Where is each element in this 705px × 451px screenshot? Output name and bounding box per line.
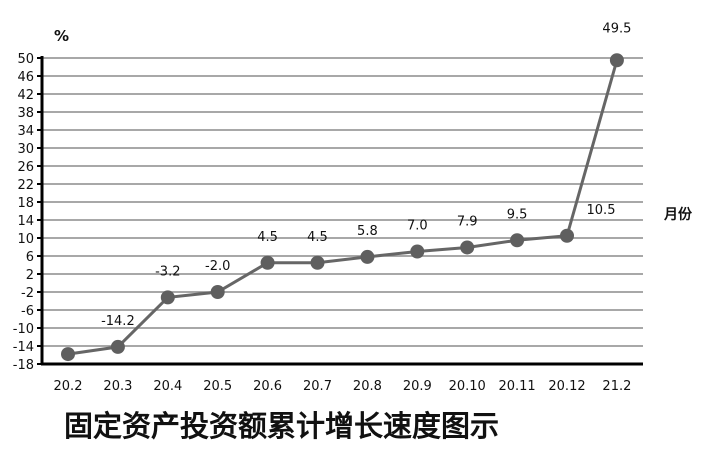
- data-point: [410, 244, 425, 259]
- data-label: 9.5: [507, 207, 528, 222]
- y-tick-label: 30: [17, 142, 34, 157]
- x-tick-label: 20.11: [498, 379, 535, 394]
- x-tick-label: 21.2: [602, 379, 631, 394]
- series-line: [61, 53, 624, 362]
- y-axis-label: %: [54, 27, 69, 45]
- data-label: -14.2: [101, 314, 135, 329]
- y-tick-label: 14: [17, 214, 34, 229]
- data-label: 7.9: [457, 214, 478, 229]
- data-label: 4.5: [257, 230, 278, 245]
- data-point: [310, 255, 325, 270]
- series-polyline: [67, 59, 619, 356]
- x-tick-label: 20.2: [54, 379, 83, 394]
- y-tick-label: -18: [13, 358, 34, 373]
- x-axis-label: 月份: [663, 206, 693, 223]
- y-tick-label: 50: [17, 52, 34, 67]
- x-tick-label: 20.9: [403, 379, 432, 394]
- chart-title: 固定资产投资额累计增长速度图示: [64, 409, 499, 443]
- data-point: [210, 285, 225, 299]
- data-label: -3.2: [155, 264, 180, 279]
- data-point: [160, 290, 175, 305]
- x-tick-label: 20.6: [253, 379, 282, 394]
- data-label: 49.5: [602, 21, 631, 36]
- x-axis-ticks: 20.2 20.3 20.4 20.5 20.6 20.7 20.8 20.9 20.10 20.…: [54, 379, 632, 394]
- data-labels: -14.2 -3.2 -2.0 4.5 4.5 5.8 7.0 7.9 9.5 10.5 49.5: [101, 21, 631, 329]
- data-point: [460, 240, 475, 255]
- data-point: [560, 228, 574, 243]
- x-tick-label: 20.7: [303, 379, 332, 394]
- y-tick-label: 10: [17, 232, 34, 247]
- y-tick-label: -10: [13, 322, 34, 337]
- y-tick-label: 6: [26, 250, 34, 265]
- data-label: -2.0: [205, 259, 230, 274]
- data-label: 10.5: [587, 203, 616, 218]
- y-tick-label: 18: [17, 196, 34, 211]
- data-point: [260, 255, 275, 270]
- x-tick-label: 20.10: [449, 379, 486, 394]
- y-tick-label: -6: [21, 304, 34, 319]
- x-tick-label: 20.3: [103, 379, 132, 394]
- y-tick-label: 2: [26, 268, 34, 283]
- x-tick-label: 20.12: [548, 379, 585, 394]
- y-tick-label: -2: [21, 286, 34, 301]
- y-tick-label: 34: [17, 124, 34, 139]
- y-tick-label: 22: [17, 178, 34, 193]
- x-tick-label: 20.8: [353, 379, 382, 394]
- data-point: [609, 53, 624, 68]
- y-axis-ticks: 50 46 42 38 34 30 26 22 18 14 10 6 2 -2 -6 -10 -14 -18: [13, 52, 42, 373]
- y-tick-label: 46: [17, 70, 34, 85]
- data-point: [360, 249, 375, 264]
- y-tick-label: 26: [17, 160, 34, 175]
- y-tick-label: -14: [13, 340, 34, 355]
- data-label: 7.0: [407, 219, 428, 234]
- x-tick-label: 20.5: [203, 379, 232, 394]
- data-label: 4.5: [307, 230, 328, 245]
- data-label: 5.8: [357, 224, 378, 239]
- data-point: [110, 339, 125, 354]
- x-tick-label: 20.4: [153, 379, 182, 394]
- data-point: [61, 347, 75, 362]
- data-point: [510, 233, 525, 248]
- y-tick-label: 38: [17, 106, 34, 121]
- y-tick-label: 42: [17, 88, 34, 103]
- gridlines: [40, 56, 643, 366]
